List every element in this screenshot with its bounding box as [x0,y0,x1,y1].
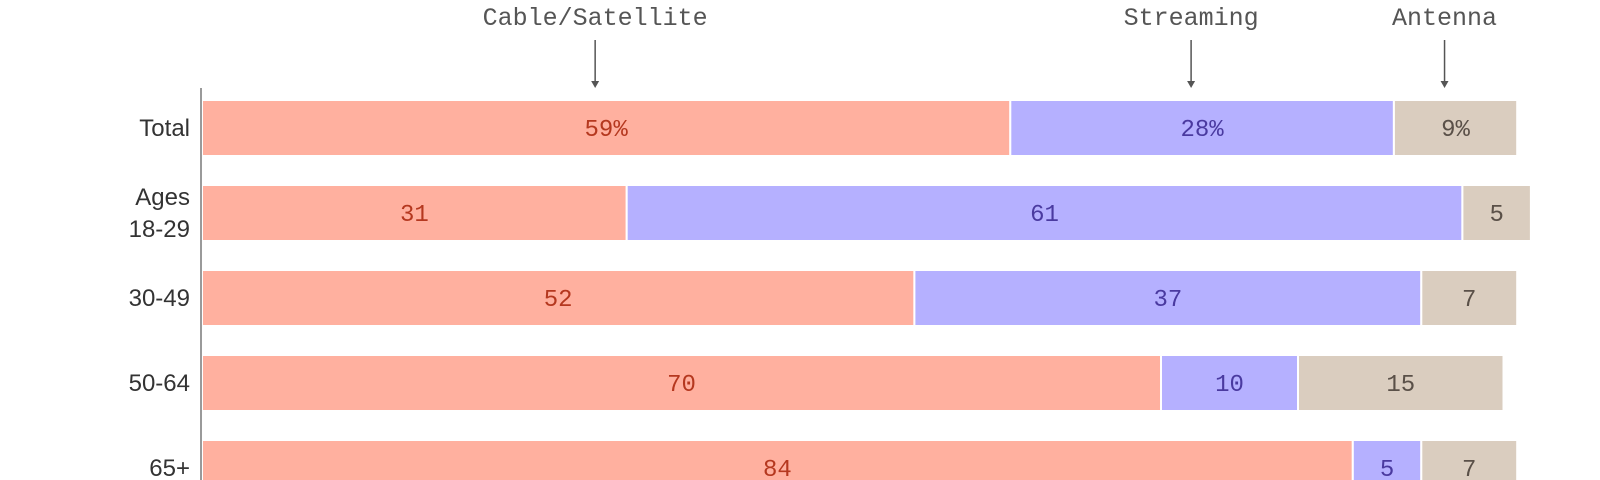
arrow-down-icon [591,81,600,88]
bar-antenna-ages-18-29 [1461,184,1532,242]
bar-cable-satellite-total [201,99,1012,157]
value-label-streaming-50-64: 10 [1215,372,1244,399]
bar-streaming-65 [1351,439,1423,480]
value-label-cable-satellite-ages-18-29: 31 [400,202,429,229]
bar-streaming-50-64 [1160,354,1299,412]
bar-streaming-ages-18-29 [625,184,1464,242]
bar-streaming-total [1009,99,1395,157]
value-label-antenna-50-64: 15 [1386,372,1415,399]
row-labels: Total Ages 18-29 30-49 50-64 65+ [129,115,190,480]
arrow-down-icon [1440,81,1449,88]
legend: Cable/Satellite Streaming Antenna [483,4,1497,88]
bar-cable-satellite-ages-18-29 [201,184,628,242]
bars: 59% 28% 9% 31 61 5 52 37 7 70 10 15 84 5 7 [201,99,1532,480]
value-label-antenna-30-49: 7 [1462,287,1476,314]
row-label-50-64: 50-64 [129,370,190,397]
value-label-streaming-total: 28% [1180,117,1224,144]
bar-antenna-total [1392,99,1519,157]
arrow-down-icon [1187,81,1196,88]
value-label-antenna-65: 7 [1462,457,1476,480]
row-label-total: Total [139,115,190,142]
bar-antenna-30-49 [1420,269,1519,327]
bar-streaming-30-49 [913,269,1423,327]
bar-antenna-50-64 [1297,354,1505,412]
legend-label-streaming: Streaming [1124,4,1259,33]
value-label-cable-satellite-total: 59% [585,117,629,144]
legend-item-antenna: Antenna [1392,4,1497,88]
row-label-ages-18-29: Ages 18-29 [129,184,190,243]
bar-antenna-65 [1420,439,1519,480]
value-label-streaming-ages-18-29: 61 [1030,202,1059,229]
legend-item-cable-satellite: Cable/Satellite [483,4,708,88]
row-label-30-49: 30-49 [129,285,190,312]
value-label-streaming-30-49: 37 [1153,287,1182,314]
value-label-streaming-65: 5 [1380,457,1394,480]
legend-label-antenna: Antenna [1392,4,1497,33]
value-label-antenna-total: 9% [1441,117,1470,144]
value-label-antenna-ages-18-29: 5 [1489,202,1503,229]
legend-item-streaming: Streaming [1124,4,1259,88]
legend-label-cable-satellite: Cable/Satellite [483,4,708,33]
value-label-cable-satellite-65: 84 [763,457,792,480]
value-label-cable-satellite-30-49: 52 [544,287,573,314]
value-label-cable-satellite-50-64: 70 [667,372,696,399]
row-label-65: 65+ [149,455,190,480]
